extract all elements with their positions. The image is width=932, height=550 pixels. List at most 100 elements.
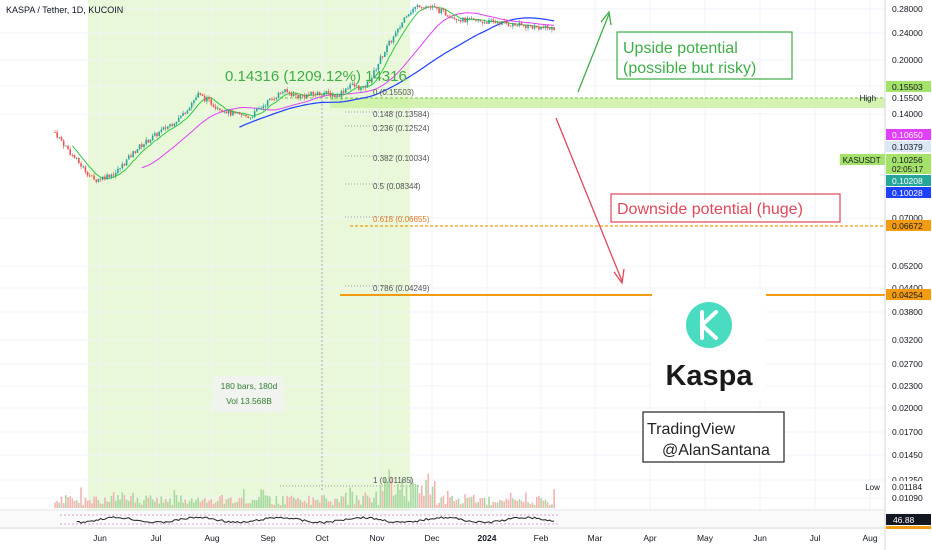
volume-bar bbox=[373, 497, 375, 508]
candle-body bbox=[371, 78, 373, 83]
candle-body bbox=[509, 25, 512, 27]
candle-body bbox=[431, 6, 434, 8]
price-badges: 0.155030.15500High0.106500.103790.102560… bbox=[839, 81, 931, 529]
candle-body bbox=[373, 70, 375, 79]
volume-bar bbox=[177, 501, 180, 508]
candle-body bbox=[151, 135, 154, 140]
candle-body bbox=[173, 123, 176, 126]
volume-bar bbox=[164, 498, 167, 508]
downside-arrow-line bbox=[555, 117, 623, 282]
candle-body bbox=[227, 109, 230, 114]
credit-box bbox=[642, 411, 785, 463]
price-badge bbox=[886, 81, 931, 92]
price-tick-label: 0.01700 bbox=[892, 427, 923, 437]
volume-bar bbox=[544, 499, 547, 508]
candle-body bbox=[297, 95, 299, 99]
volume-bar bbox=[149, 495, 152, 508]
candle-body bbox=[349, 84, 351, 89]
volume-bar bbox=[436, 504, 438, 508]
candle-body bbox=[65, 145, 67, 147]
volume-bar bbox=[112, 492, 115, 508]
volume-bar bbox=[151, 499, 154, 508]
candle-body bbox=[407, 14, 410, 17]
volume-bar bbox=[282, 496, 284, 508]
oscillator-line bbox=[76, 516, 555, 524]
volume-bar bbox=[169, 498, 171, 508]
time-tick-label: Apr bbox=[643, 533, 656, 543]
volume-bar bbox=[305, 503, 308, 508]
volume-bar bbox=[475, 502, 477, 508]
price-tick-label: 0.01450 bbox=[892, 450, 923, 460]
price-tick-label: 0.24000 bbox=[892, 28, 923, 38]
time-tick-label: Aug bbox=[862, 533, 877, 543]
fib-label-0618: 0.618 (0.06655) bbox=[373, 215, 430, 224]
volume-bar bbox=[349, 487, 351, 508]
volume-bar bbox=[110, 495, 113, 508]
volume-bar bbox=[171, 504, 173, 508]
fib-label-05: 0.5 (0.08344) bbox=[373, 182, 421, 191]
volume-bar bbox=[167, 501, 169, 508]
volume-bar bbox=[182, 502, 184, 508]
candle-body bbox=[418, 5, 421, 8]
candle-body bbox=[273, 98, 275, 100]
candle-body bbox=[104, 176, 106, 180]
volume-bar bbox=[340, 496, 343, 508]
candle-body bbox=[429, 6, 432, 8]
candle-body bbox=[360, 87, 362, 91]
volume-bar bbox=[258, 497, 260, 508]
candle-body bbox=[156, 133, 158, 137]
candle-body bbox=[249, 117, 252, 119]
candle-body bbox=[414, 7, 417, 9]
candle-body bbox=[475, 19, 477, 21]
volume-bar bbox=[84, 497, 87, 508]
candle-body bbox=[405, 16, 408, 18]
candle-body bbox=[180, 116, 182, 118]
volume-bar bbox=[256, 500, 258, 508]
candle-body bbox=[325, 91, 328, 93]
price-tick-label: 0.03200 bbox=[892, 335, 923, 345]
candle-body bbox=[379, 56, 382, 64]
candle-body bbox=[88, 175, 91, 177]
candle-body bbox=[410, 12, 412, 15]
time-tick-label: Jun bbox=[753, 533, 767, 543]
volume-bar bbox=[123, 495, 126, 508]
volume-bar bbox=[162, 502, 165, 508]
candle-body bbox=[433, 6, 436, 8]
candle-body bbox=[529, 25, 532, 27]
candle-body bbox=[210, 99, 213, 105]
volume-bar bbox=[132, 492, 134, 508]
price-badge-value: 0.10028 bbox=[892, 188, 923, 198]
candle-body bbox=[483, 22, 486, 24]
candle-body bbox=[403, 17, 406, 23]
candle-body bbox=[466, 17, 469, 23]
volume-bar bbox=[158, 503, 160, 508]
volume-bar bbox=[397, 483, 399, 508]
candle-body bbox=[160, 129, 163, 132]
fib-label-0: 0 (0.15503) bbox=[373, 88, 414, 97]
candle-body bbox=[295, 93, 297, 96]
candle-body bbox=[416, 5, 419, 8]
volume-bar bbox=[459, 504, 462, 508]
candle-body bbox=[518, 22, 521, 26]
time-tick-label: Nov bbox=[369, 533, 385, 543]
candle-body bbox=[318, 92, 321, 95]
volume-bar bbox=[234, 502, 236, 508]
candle-body bbox=[225, 111, 228, 114]
volume-bar bbox=[355, 495, 358, 508]
volume-bar bbox=[514, 499, 516, 508]
candle-body bbox=[384, 52, 386, 57]
volume-bar bbox=[269, 496, 271, 508]
volume-bar bbox=[73, 500, 76, 508]
volume-bar bbox=[412, 482, 414, 508]
volume-bar bbox=[342, 496, 345, 508]
volume-bar bbox=[423, 495, 425, 508]
volume-bar bbox=[336, 498, 338, 508]
volume-bar bbox=[86, 500, 89, 508]
candle-body bbox=[110, 174, 113, 178]
candle-body bbox=[114, 172, 117, 176]
candle-body bbox=[195, 97, 197, 101]
volume-bar bbox=[260, 489, 262, 508]
candle-body bbox=[492, 19, 495, 22]
candle-body bbox=[490, 19, 492, 21]
candle-body bbox=[80, 163, 82, 167]
